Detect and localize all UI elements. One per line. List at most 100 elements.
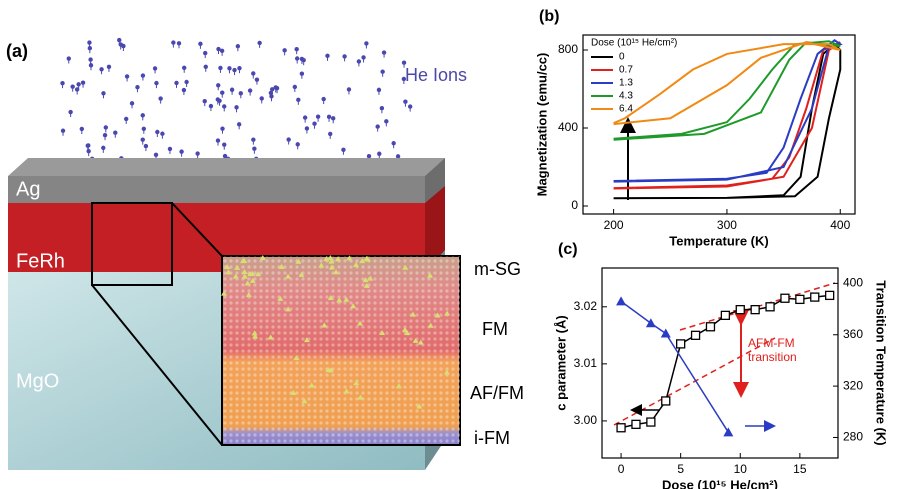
zoom-box: [91, 202, 173, 286]
ion: [216, 46, 221, 52]
ion: [215, 138, 221, 143]
spin-spot: [327, 255, 334, 261]
ion: [377, 151, 382, 156]
ion: [176, 41, 182, 46]
ion: [254, 77, 260, 82]
series-line: [613, 39, 843, 183]
ion: [80, 80, 86, 85]
marker: [690, 330, 701, 340]
ion: [282, 48, 287, 53]
ion: [60, 128, 66, 133]
ion: [101, 91, 106, 96]
spin-spot: [267, 334, 274, 340]
ion: [179, 149, 184, 154]
marker: [631, 419, 641, 429]
ion: [103, 125, 109, 130]
ion: [140, 137, 145, 142]
spin-spot: [353, 380, 360, 386]
ion: [391, 141, 396, 146]
ion: [154, 80, 159, 86]
spin-spot: [412, 337, 419, 343]
ion: [234, 105, 239, 110]
spin-spot: [308, 382, 315, 388]
ion: [79, 126, 85, 132]
ion: [202, 98, 207, 104]
ion: [215, 97, 220, 102]
spin-spot: [343, 388, 350, 394]
ion: [235, 44, 241, 49]
marker: [676, 339, 686, 349]
spin-spot: [239, 258, 246, 264]
spin-spot: [298, 271, 305, 277]
x-tick-label: 5: [677, 462, 684, 476]
y-tick-label: 0: [571, 198, 578, 212]
ion: [295, 142, 300, 147]
marker: [780, 293, 790, 303]
ion: [407, 104, 413, 109]
ion: [113, 130, 118, 135]
spin-spot: [249, 277, 256, 283]
y-tick-label: 400: [558, 120, 578, 134]
spin-spot: [318, 262, 325, 268]
ion: [220, 90, 225, 95]
spin-spot: [367, 275, 374, 281]
ion: [361, 55, 366, 60]
panel-label: (b): [539, 8, 559, 25]
y-tick-label: 3.01: [574, 356, 598, 370]
ion: [380, 69, 385, 74]
legend-label: 4.3: [619, 91, 633, 102]
y2-tick-label: 280: [843, 430, 863, 444]
ion: [342, 54, 347, 59]
ion: [268, 90, 274, 96]
spin-spot: [285, 306, 292, 312]
spin-spot: [293, 355, 300, 361]
ion: [346, 87, 352, 92]
ion: [401, 76, 407, 82]
zoom-line: [171, 202, 223, 257]
ion: [182, 65, 187, 71]
ion: [101, 145, 106, 151]
series-line: [613, 41, 841, 126]
series-line: [613, 41, 841, 190]
ion: [87, 46, 93, 51]
spin-spot: [255, 271, 262, 277]
x-tick-label: 10: [734, 462, 748, 476]
panel-label: (c): [558, 241, 578, 258]
spin-spot: [357, 394, 364, 400]
spin-spot: [327, 295, 334, 301]
ion: [247, 88, 253, 93]
ion: [218, 65, 223, 71]
ion: [195, 151, 200, 156]
ion: [140, 73, 146, 78]
spin-spot: [362, 277, 369, 283]
annotation: transition: [748, 350, 797, 364]
ion: [395, 154, 401, 159]
ion: [167, 146, 173, 152]
spin-spot: [290, 390, 297, 396]
ion: [286, 137, 291, 142]
inset-label: i-FM: [474, 428, 510, 448]
ion: [66, 56, 71, 61]
y-tick-label: 800: [558, 42, 578, 56]
x-tick-label: 0: [618, 462, 625, 476]
ion: [222, 104, 227, 109]
spin-spot: [241, 273, 248, 279]
ion: [328, 131, 333, 137]
ion: [208, 103, 214, 109]
spin-spot: [225, 269, 232, 275]
panel-label: (a): [6, 41, 28, 61]
spin-spot: [247, 271, 254, 277]
diagram: (a) He Ions Ag FeRh MgO m-SG FM AF/FM i-…: [6, 37, 524, 470]
ion: [171, 40, 176, 45]
ion: [184, 79, 189, 85]
ion: [232, 67, 237, 73]
ion: [85, 143, 90, 148]
x-tick-label: 300: [717, 218, 737, 232]
ag-layer: [8, 176, 425, 203]
ion: [366, 154, 372, 159]
spin-spot: [350, 303, 357, 309]
ion: [259, 96, 264, 101]
ion: [296, 97, 301, 103]
ion: [379, 106, 385, 111]
series-line: [613, 40, 841, 141]
